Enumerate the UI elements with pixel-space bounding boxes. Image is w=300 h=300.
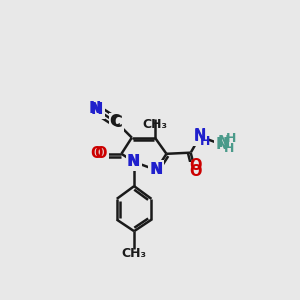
Text: N: N — [91, 102, 103, 117]
Text: O: O — [94, 146, 107, 161]
Text: CH₃: CH₃ — [142, 118, 167, 131]
Text: H: H — [226, 132, 236, 145]
Text: C: C — [110, 114, 120, 129]
Text: O: O — [189, 164, 202, 178]
Text: N: N — [193, 128, 206, 143]
Text: N: N — [194, 129, 206, 144]
Text: N: N — [89, 101, 101, 116]
Text: N: N — [218, 135, 230, 150]
Text: N: N — [127, 154, 139, 169]
Text: N: N — [128, 154, 140, 169]
Text: H: H — [200, 135, 210, 148]
Text: N: N — [150, 163, 162, 178]
Text: N: N — [216, 137, 228, 152]
Text: CH₃: CH₃ — [122, 247, 147, 260]
Text: O: O — [189, 158, 202, 173]
Text: N: N — [151, 163, 163, 178]
Text: C: C — [111, 115, 122, 130]
Text: H: H — [224, 142, 234, 154]
Text: O: O — [90, 146, 103, 161]
